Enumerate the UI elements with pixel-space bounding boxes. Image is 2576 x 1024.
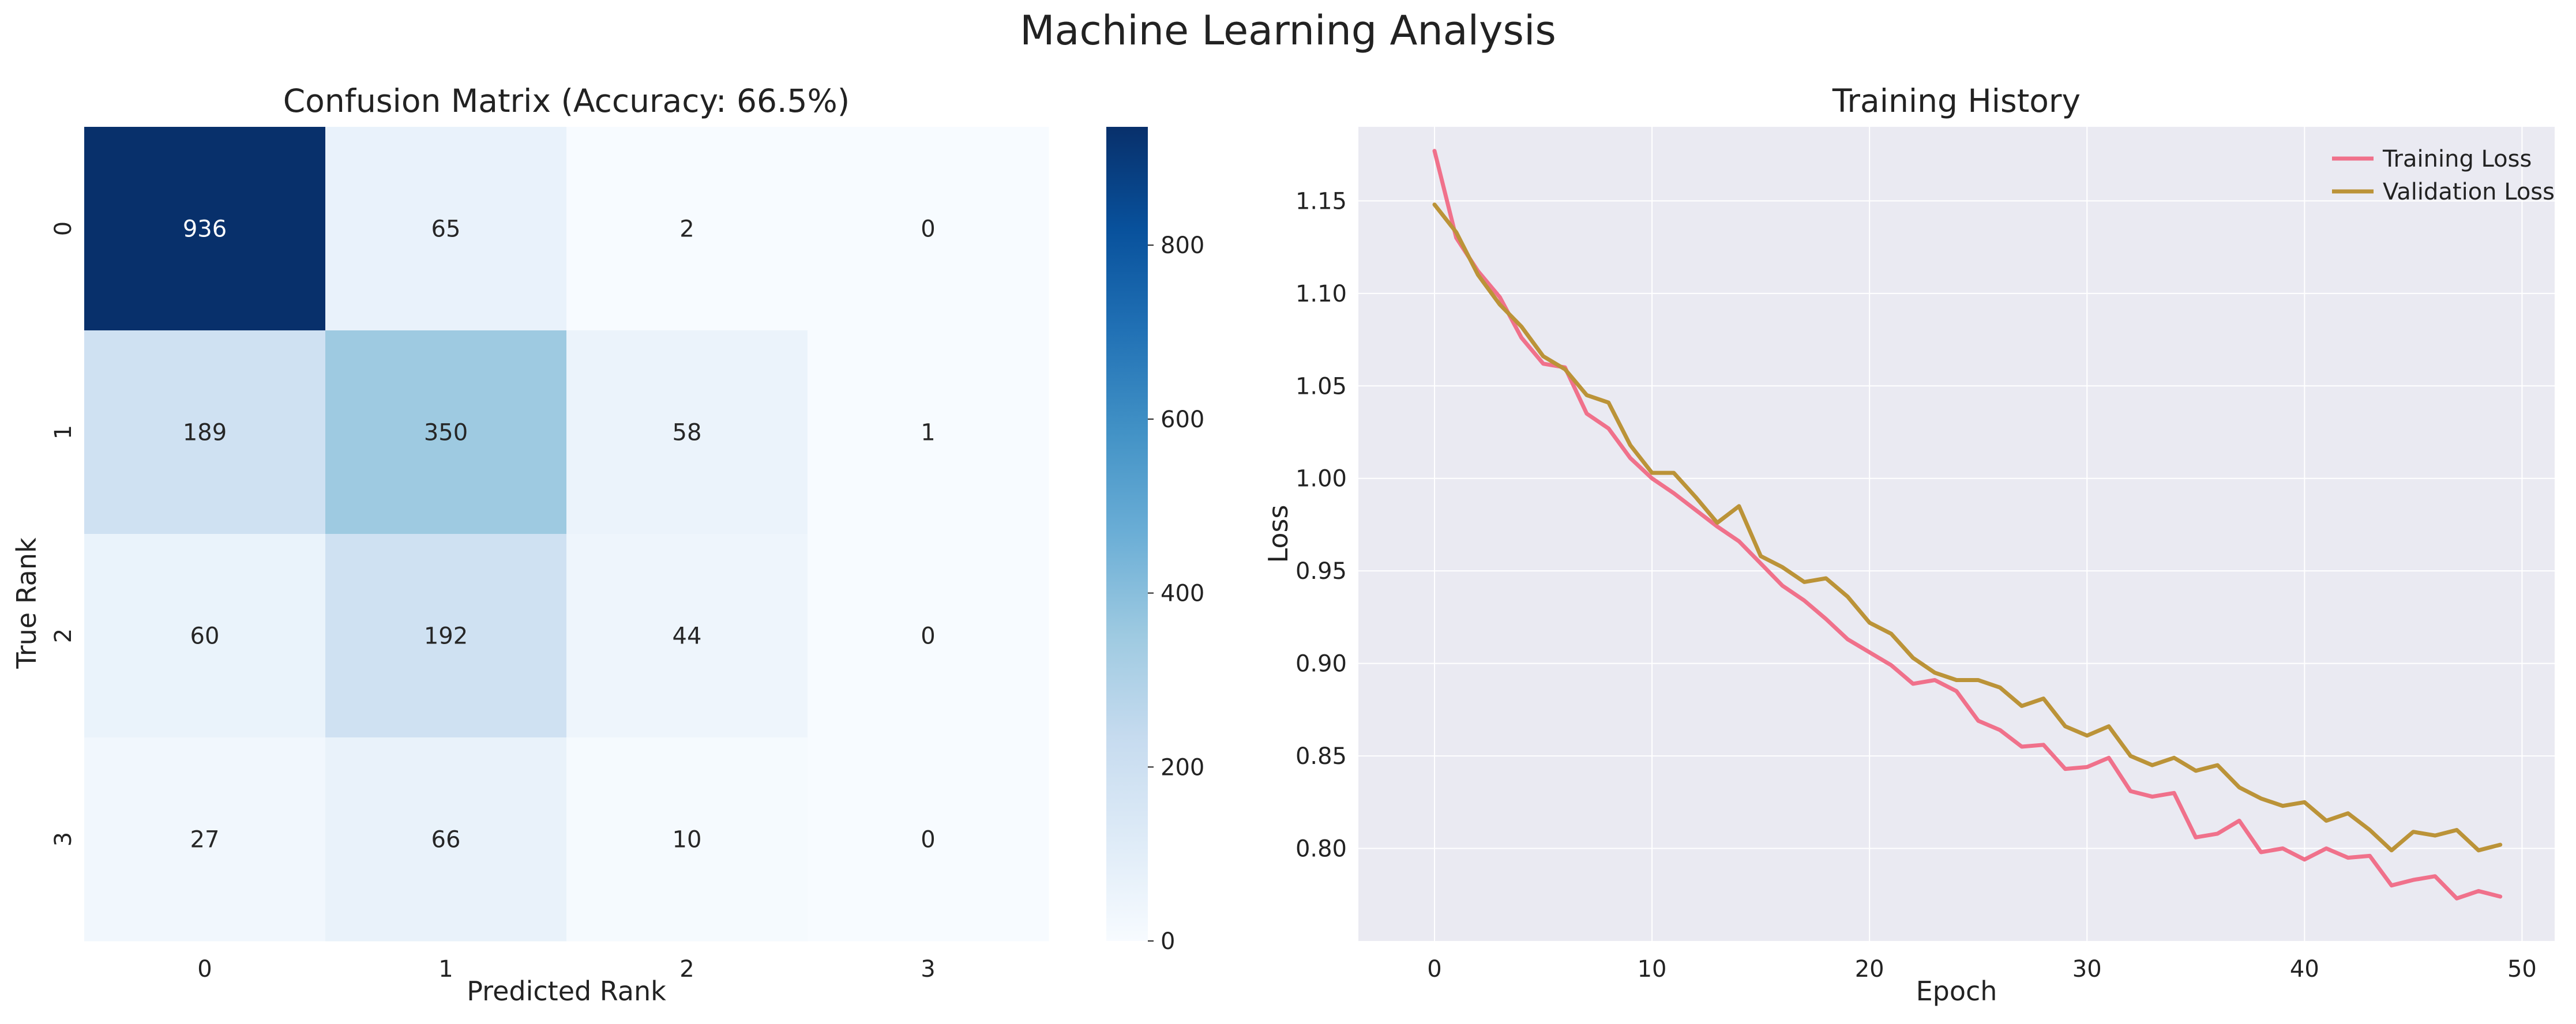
heatmap-cell bbox=[808, 127, 1049, 331]
y-tick-label: 0.90 bbox=[1295, 651, 1347, 677]
legend-label: Validation Loss bbox=[2383, 179, 2555, 205]
heatmap-cell bbox=[325, 127, 567, 331]
y-tick-label: 0 bbox=[50, 221, 77, 236]
x-tick-label: 30 bbox=[2072, 956, 2102, 982]
y-tick-label: 1.05 bbox=[1295, 373, 1347, 400]
cell-value-label: 0 bbox=[921, 623, 935, 650]
heatmap-cells: 936 65 2 0 189 350 58 1 60 192 44 0 27 66 10 0 bbox=[84, 127, 1049, 942]
heatmap-cell bbox=[325, 534, 567, 738]
x-tick-label: 10 bbox=[1638, 956, 1667, 982]
series-lines bbox=[1432, 149, 2503, 901]
y-axis-ticks: 0.80 0.85 0.90 0.95 1.00 1.05 1.10 1.15 bbox=[1295, 188, 1347, 862]
heatmap-cell bbox=[808, 330, 1049, 534]
y-tick-label: 3 bbox=[50, 832, 77, 846]
x-axis-label: Predicted Rank bbox=[467, 976, 666, 1007]
legend-label: Training Loss bbox=[2382, 146, 2532, 172]
x-axis-label: Epoch bbox=[1916, 976, 1997, 1007]
legend: Training Loss Validation Loss bbox=[2332, 146, 2555, 205]
cell-value-label: 192 bbox=[424, 623, 468, 650]
cell-value-label: 44 bbox=[673, 623, 702, 650]
cell-value-label: 27 bbox=[190, 827, 220, 853]
heatmap-cell bbox=[566, 737, 808, 942]
x-tick-label: 3 bbox=[921, 956, 935, 982]
colorbar-tick-label: 400 bbox=[1161, 581, 1204, 607]
x-tick-label: 0 bbox=[197, 956, 212, 982]
y-axis-label: Loss bbox=[1263, 505, 1294, 563]
cell-value-label: 65 bbox=[431, 216, 461, 243]
heatmap-cell bbox=[84, 737, 326, 942]
cell-value-label: 66 bbox=[431, 827, 461, 853]
y-axis-label: True Rank bbox=[11, 537, 42, 669]
colorbar-gradient bbox=[1106, 127, 1148, 941]
cell-value-label: 0 bbox=[921, 216, 935, 243]
x-axis-ticks: 0 10 20 30 40 50 bbox=[1427, 956, 2537, 982]
series-line-validation-loss bbox=[1432, 202, 2503, 853]
colorbar-tick-label: 0 bbox=[1161, 928, 1175, 955]
heatmap-cell bbox=[566, 127, 808, 331]
heatmap-cell bbox=[808, 534, 1049, 738]
x-tick-label: 2 bbox=[679, 956, 694, 982]
cell-value-label: 2 bbox=[679, 216, 694, 243]
confusion-matrix-title: Confusion Matrix (Accuracy: 66.5%) bbox=[283, 82, 850, 119]
cell-value-label: 350 bbox=[424, 420, 468, 446]
y-tick-label: 1.10 bbox=[1295, 281, 1347, 307]
heatmap-cell bbox=[566, 534, 808, 738]
cell-value-label: 58 bbox=[673, 420, 702, 446]
confusion-matrix-chart: Confusion Matrix (Accuracy: 66.5%) 936 65… bbox=[11, 82, 1049, 1007]
cell-value-label: 936 bbox=[183, 216, 227, 243]
y-tick-label: 0.95 bbox=[1295, 558, 1347, 585]
y-axis-ticks: 0 1 2 3 bbox=[50, 221, 77, 846]
x-tick-label: 20 bbox=[1855, 956, 1884, 982]
series-line-training-loss bbox=[1432, 149, 2503, 901]
colorbar-tick-label: 200 bbox=[1161, 754, 1204, 781]
training-history-chart: Training History 0 10 20 30 40 50 0.80 0.85 0.9… bbox=[1263, 82, 2555, 1007]
gridlines bbox=[1358, 127, 2555, 941]
y-tick-label: 1.15 bbox=[1295, 188, 1347, 214]
x-tick-label: 40 bbox=[2290, 956, 2319, 982]
cell-value-label: 10 bbox=[673, 827, 702, 853]
figure-title: Machine Learning Analysis bbox=[1020, 7, 1556, 54]
cell-value-label: 1 bbox=[921, 420, 935, 446]
y-tick-label: 0.85 bbox=[1295, 743, 1347, 770]
y-tick-label: 1 bbox=[50, 425, 77, 439]
y-tick-label: 1.00 bbox=[1295, 466, 1347, 492]
heatmap-cell bbox=[808, 737, 1049, 942]
colorbar-tick-label: 800 bbox=[1161, 232, 1204, 259]
colorbar-ticks: 0 200 400 600 800 bbox=[1148, 232, 1204, 955]
training-history-title: Training History bbox=[1832, 82, 2081, 119]
colorbar: 0 200 400 600 800 bbox=[1106, 127, 1204, 955]
heatmap-cell bbox=[84, 330, 326, 534]
cell-value-label: 60 bbox=[190, 623, 220, 650]
heatmap-cell bbox=[325, 330, 567, 534]
heatmap-cell bbox=[84, 127, 326, 331]
x-axis-ticks: 0 1 2 3 bbox=[197, 956, 935, 982]
x-tick-label: 0 bbox=[1427, 956, 1441, 982]
x-tick-label: 1 bbox=[438, 956, 453, 982]
plot-area bbox=[1358, 127, 2555, 941]
y-tick-label: 0.80 bbox=[1295, 836, 1347, 863]
cell-value-label: 189 bbox=[183, 420, 227, 446]
y-tick-label: 2 bbox=[50, 628, 77, 643]
cell-value-label: 0 bbox=[921, 827, 935, 853]
heatmap-cell bbox=[325, 737, 567, 942]
x-tick-label: 50 bbox=[2507, 956, 2537, 982]
heatmap-cell bbox=[566, 330, 808, 534]
colorbar-tick-label: 600 bbox=[1161, 406, 1204, 433]
heatmap-cell bbox=[84, 534, 326, 738]
